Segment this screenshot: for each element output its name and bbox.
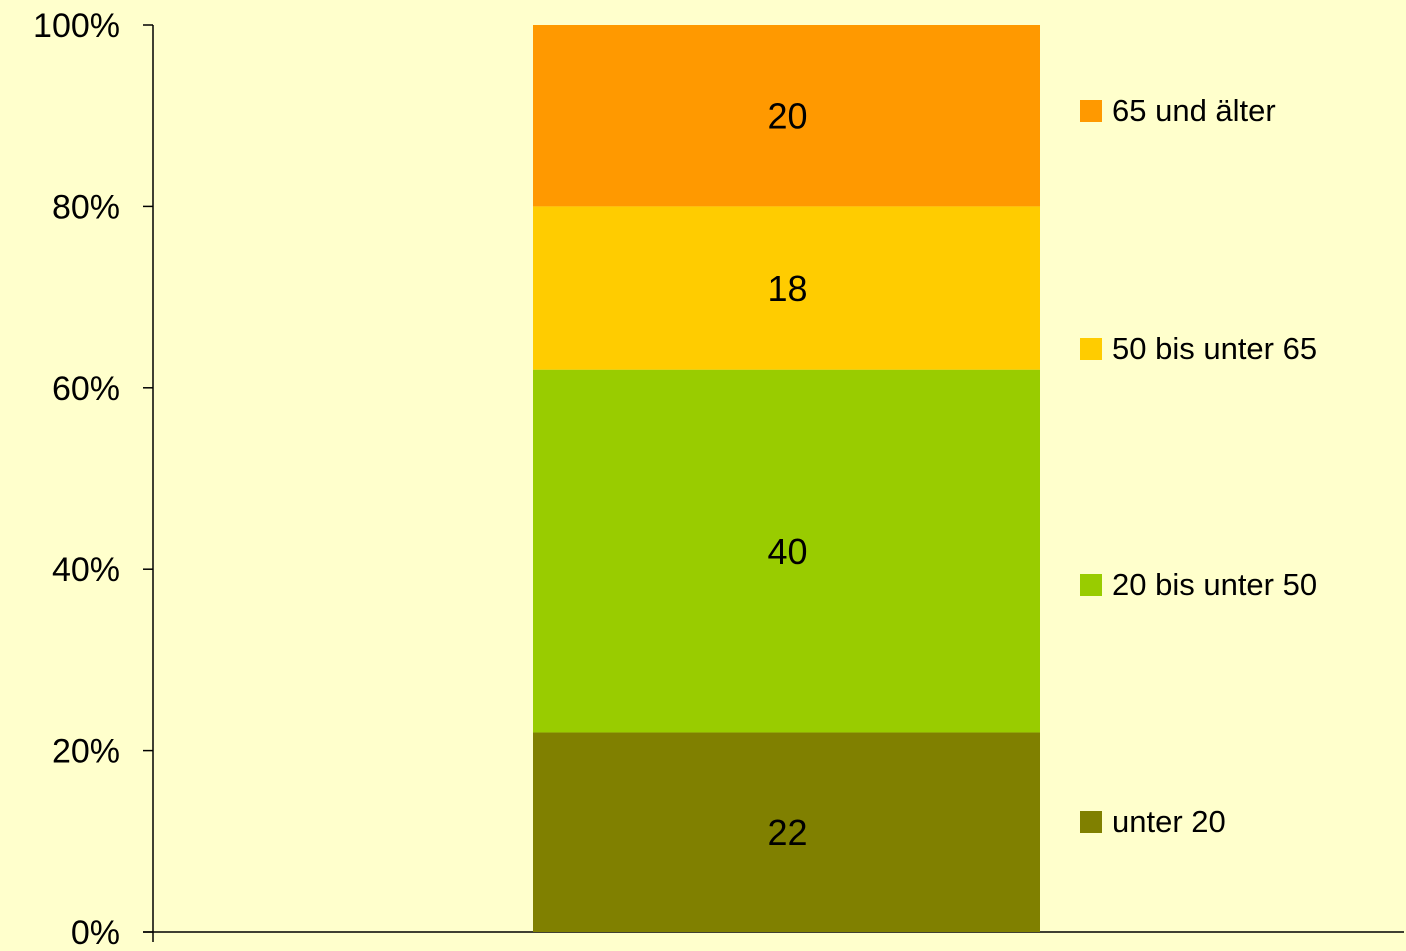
data-label: 22: [767, 812, 807, 853]
data-label: 18: [767, 268, 807, 309]
legend-swatch: [1080, 574, 1102, 596]
y-tick-label: 100%: [33, 7, 120, 45]
legend: 65 und älter 50 bis unter 65 20 bis unter …: [1080, 93, 1317, 839]
bar-segments: [533, 25, 1040, 932]
data-labels: 22 40 18 20: [767, 96, 807, 854]
y-tick-label: 80%: [52, 188, 120, 226]
y-tick-label: 0%: [71, 914, 120, 951]
y-tick-label: 20%: [52, 733, 120, 771]
bar-segment: [533, 732, 1040, 932]
y-tick-label: 40%: [52, 551, 120, 589]
data-label: 20: [767, 96, 807, 137]
legend-swatch: [1080, 811, 1102, 833]
data-label: 40: [767, 531, 807, 572]
bar-segment: [533, 206, 1040, 370]
y-tick-label: 60%: [52, 370, 120, 408]
legend-label: 50 bis unter 65: [1112, 331, 1317, 366]
bar-segment: [533, 369, 1040, 733]
legend-label: unter 20: [1112, 804, 1226, 839]
axes: 0% 20% 40% 60% 80% 100%: [33, 7, 1404, 951]
legend-label: 65 und älter: [1112, 93, 1276, 128]
bar-segment: [533, 25, 1040, 207]
legend-label: 20 bis unter 50: [1112, 567, 1317, 602]
legend-swatch: [1080, 338, 1102, 360]
legend-swatch: [1080, 100, 1102, 122]
